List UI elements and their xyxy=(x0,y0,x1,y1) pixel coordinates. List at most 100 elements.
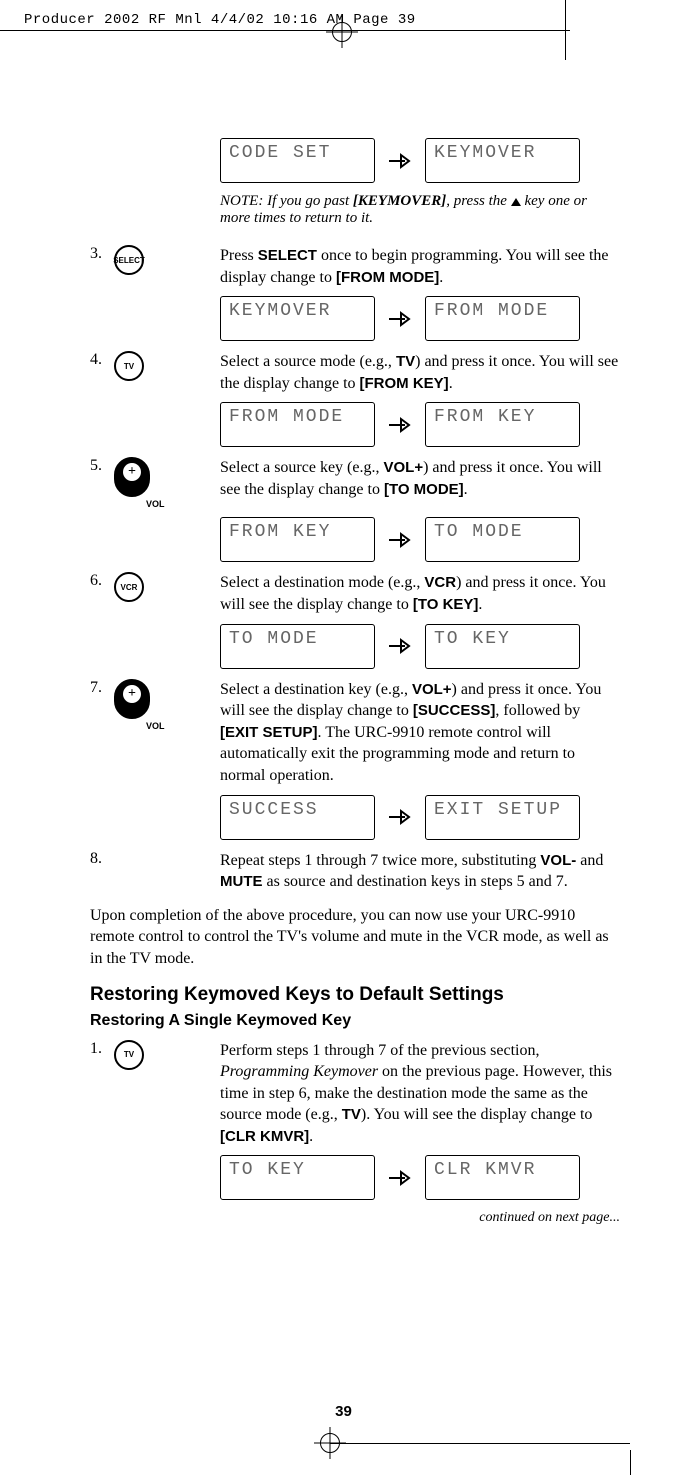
step-icon: SELECT xyxy=(114,245,220,288)
step-text: Select a destination key (e.g., VOL+) an… xyxy=(220,679,620,787)
step-number: 5. xyxy=(90,457,114,509)
page-content: CODE SET KEYMOVER NOTE: If you go past [… xyxy=(90,132,620,1226)
step-8: 8. Repeat steps 1 through 7 twice more, … xyxy=(90,850,620,893)
lcd-display: SUCCESS xyxy=(220,795,375,840)
t: and xyxy=(576,852,603,869)
t: [SUCCESS] xyxy=(413,702,496,719)
step-number: 8. xyxy=(90,850,114,893)
step-icon: TV xyxy=(114,1040,220,1148)
t: TV xyxy=(396,353,415,370)
t: MUTE xyxy=(220,873,263,890)
step-icon: + VOL xyxy=(114,457,220,509)
t: VCR xyxy=(424,574,456,591)
t: [CLR KMVR] xyxy=(220,1128,309,1145)
lcd-display: FROM MODE xyxy=(220,402,375,447)
step-5: 5. + VOL Select a source key (e.g., VOL+… xyxy=(90,457,620,509)
arrow-right-icon xyxy=(387,152,413,170)
step-6: 6. VCR Select a destination mode (e.g., … xyxy=(90,572,620,615)
arrow-right-icon xyxy=(387,416,413,434)
vol-label: VOL xyxy=(146,721,165,731)
lcd-row-top: CODE SET KEYMOVER xyxy=(220,138,620,183)
t: Perform steps 1 through 7 of the previou… xyxy=(220,1042,540,1059)
paragraph: Upon completion of the above procedure, … xyxy=(90,905,620,970)
step-text: Select a destination mode (e.g., VCR) an… xyxy=(220,572,620,615)
print-header: Producer 2002 RF Mnl 4/4/02 10:16 AM Pag… xyxy=(24,12,416,28)
t: VOL- xyxy=(540,852,576,869)
t: TV xyxy=(342,1106,361,1123)
lcd-display: TO KEY xyxy=(425,624,580,669)
step-icon: TV xyxy=(114,351,220,394)
t: , followed by xyxy=(495,702,580,719)
lcd-row: FROM MODE FROM KEY xyxy=(220,402,620,447)
lcd-display: TO MODE xyxy=(425,517,580,562)
t: ). You will see the display change to xyxy=(361,1106,593,1123)
step-number: 1. xyxy=(90,1040,114,1148)
lcd-display: TO MODE xyxy=(220,624,375,669)
step-number: 7. xyxy=(90,679,114,787)
section-heading: Restoring Keymoved Keys to Default Setti… xyxy=(90,984,620,1006)
t: . xyxy=(478,596,482,613)
lcd-display: FROM KEY xyxy=(425,402,580,447)
lcd-display: KEYMOVER xyxy=(220,296,375,341)
lcd-row: KEYMOVER FROM MODE xyxy=(220,296,620,341)
step-number: 3. xyxy=(90,245,114,288)
step-4: 4. TV Select a source mode (e.g., TV) an… xyxy=(90,351,620,394)
registration-mark xyxy=(330,20,354,44)
lcd-row: SUCCESS EXIT SETUP xyxy=(220,795,620,840)
t: SELECT xyxy=(258,247,317,264)
t: [FROM MODE] xyxy=(336,269,439,286)
t: . xyxy=(439,269,443,286)
arrow-right-icon xyxy=(387,808,413,826)
up-arrow-icon xyxy=(511,198,521,206)
t: Select a source mode (e.g., xyxy=(220,353,396,370)
t: [TO MODE] xyxy=(384,481,464,498)
restore-step-1: 1. TV Perform steps 1 through 7 of the p… xyxy=(90,1040,620,1148)
lcd-display: CODE SET xyxy=(220,138,375,183)
step-3: 3. SELECT Press SELECT once to begin pro… xyxy=(90,245,620,288)
lcd-display: TO KEY xyxy=(220,1155,375,1200)
step-number: 6. xyxy=(90,572,114,615)
arrow-right-icon xyxy=(387,637,413,655)
lcd-row: FROM KEY TO MODE xyxy=(220,517,620,562)
header-rule xyxy=(0,30,570,31)
step-icon: + VOL xyxy=(114,679,220,787)
step-7: 7. + VOL Select a destination key (e.g.,… xyxy=(90,679,620,787)
t: . xyxy=(309,1128,313,1145)
t: [FROM KEY] xyxy=(360,375,449,392)
lcd-display: KEYMOVER xyxy=(425,138,580,183)
step-text: Select a source mode (e.g., TV) and pres… xyxy=(220,351,620,394)
arrow-right-icon xyxy=(387,310,413,328)
t: [EXIT SETUP] xyxy=(220,724,318,741)
crop-mark xyxy=(565,0,566,60)
lcd-display: EXIT SETUP xyxy=(425,795,580,840)
page-number: 39 xyxy=(0,1403,687,1420)
tv-button-icon: TV xyxy=(114,351,144,381)
lcd-display: CLR KMVR xyxy=(425,1155,580,1200)
t: . xyxy=(464,481,468,498)
t: Programming Keymover xyxy=(220,1063,378,1080)
select-button-icon: SELECT xyxy=(114,245,144,275)
t: Select a source key (e.g., xyxy=(220,459,383,476)
lcd-row: TO MODE TO KEY xyxy=(220,624,620,669)
t: VOL+ xyxy=(412,681,452,698)
tv-button-icon: TV xyxy=(114,1040,144,1070)
step-text: Press SELECT once to begin programming. … xyxy=(220,245,620,288)
arrow-right-icon xyxy=(387,531,413,549)
note-bold: [KEYMOVER] xyxy=(353,193,446,209)
vcr-button-icon: VCR xyxy=(114,572,144,602)
vol-plus-button-icon: + xyxy=(114,457,150,497)
t: Press xyxy=(220,247,258,264)
arrow-right-icon xyxy=(387,1169,413,1187)
vol-label: VOL xyxy=(146,499,165,509)
lcd-display: FROM KEY xyxy=(220,517,375,562)
t: Repeat steps 1 through 7 twice more, sub… xyxy=(220,852,540,869)
step-icon: VCR xyxy=(114,572,220,615)
note-text: NOTE: If you go past [KEYMOVER], press t… xyxy=(220,193,620,227)
subsection-heading: Restoring A Single Keymoved Key xyxy=(90,1012,620,1030)
step-text: Select a source key (e.g., VOL+) and pre… xyxy=(220,457,620,509)
step-number: 4. xyxy=(90,351,114,394)
lcd-row: TO KEY CLR KMVR xyxy=(220,1155,620,1200)
t: . xyxy=(449,375,453,392)
note-prefix: NOTE: If you go past xyxy=(220,193,353,209)
t: as source and destination keys in steps … xyxy=(263,873,568,890)
